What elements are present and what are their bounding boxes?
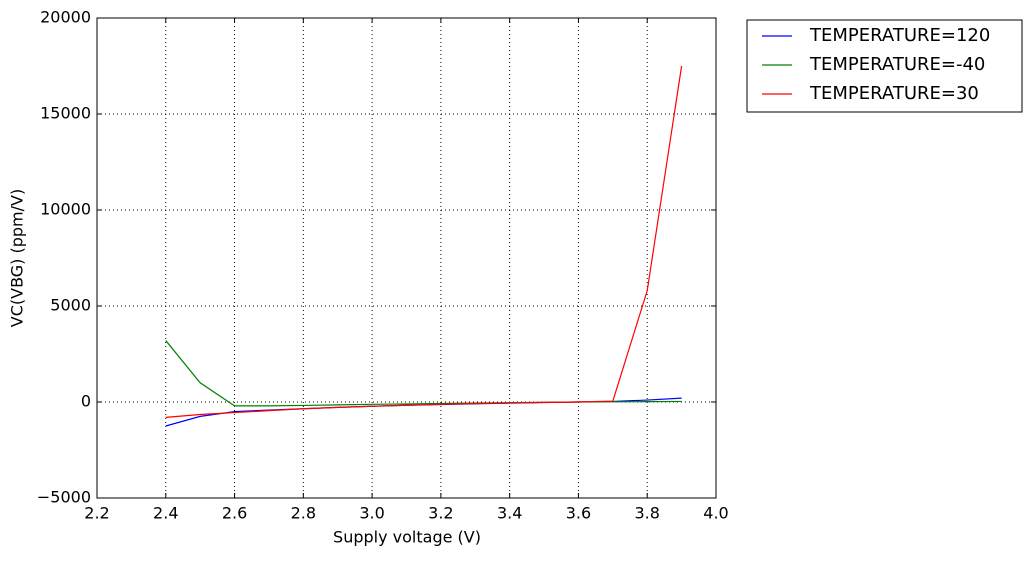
- legend-box: [746, 19, 1023, 113]
- series-line: [165, 340, 682, 407]
- x-tick-label: 3.6: [566, 504, 591, 523]
- x-tick-label: 4.0: [703, 504, 728, 523]
- x-tick-label: 3.0: [359, 504, 384, 523]
- y-axis-label: VC(VBG) (ppm/V): [8, 189, 27, 327]
- y-tick-label: 5000: [50, 296, 91, 315]
- y-tick-label: 20000: [40, 8, 91, 27]
- y-tick-label: 15000: [40, 104, 91, 123]
- x-tick-label: 3.2: [428, 504, 453, 523]
- x-tick-label: 2.2: [84, 504, 109, 523]
- y-tick-label: 10000: [40, 200, 91, 219]
- x-axis-label: Supply voltage (V): [333, 528, 481, 547]
- x-tick-label: 2.8: [291, 504, 316, 523]
- y-tick-label: 0: [81, 392, 91, 411]
- legend-label: TEMPERATURE=120: [809, 25, 990, 46]
- x-tick-label: 3.4: [497, 504, 522, 523]
- x-tick-label: 2.6: [222, 504, 247, 523]
- plot-frame: [96, 17, 717, 499]
- legend-label: TEMPERATURE=30: [809, 83, 979, 104]
- x-tick-label: 2.4: [153, 504, 178, 523]
- y-tick-label: −5000: [37, 488, 91, 507]
- series-line: [165, 65, 683, 418]
- x-tick-label: 3.8: [634, 504, 659, 523]
- legend-label: TEMPERATURE=-40: [809, 54, 985, 75]
